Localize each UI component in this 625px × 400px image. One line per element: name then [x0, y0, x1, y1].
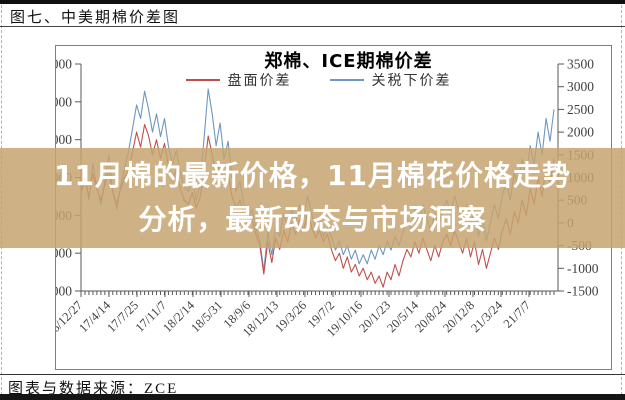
- bottom-divider-bar: [0, 394, 625, 400]
- headline-line-1: 11月棉的最新价格，11月棉花价格走势: [54, 159, 571, 192]
- axis-tick-label: 16/12/27: [56, 298, 85, 339]
- axis-tick-label: 2500: [567, 102, 594, 117]
- legend-entry-tariff-spread: 关税下价差: [329, 70, 452, 90]
- chart-title: 郑棉、ICE期棉价差: [264, 51, 433, 72]
- legend-label: 盘面价差: [227, 74, 292, 89]
- headline-line-2: 分析，最新动态与市场洞察: [138, 203, 487, 236]
- axis-tick-label: 3000: [567, 79, 594, 94]
- axis-tick-label: 3000: [56, 246, 72, 261]
- figure-caption: 图七、中美期棉价差图: [10, 10, 181, 26]
- axis-tick-label: -1000: [567, 261, 599, 276]
- top-divider-bar: [0, 0, 625, 4]
- axis-tick-label: 2000: [56, 284, 72, 299]
- axis-tick-label: 19/3/26: [272, 298, 309, 335]
- data-source-note: 图表与数据来源：ZCE: [8, 381, 179, 397]
- axis-tick-label: 21/7/7: [501, 298, 533, 330]
- axis-tick-label: 18/5/31: [188, 298, 225, 335]
- axis-tick-label: 3500: [567, 57, 594, 72]
- headline-overlay: 11月棉的最新价格，11月棉花价格走势 分析，最新动态与市场洞察: [0, 148, 625, 248]
- axis-tick-label: 8000: [56, 57, 72, 72]
- legend-label: 关税下价差: [371, 74, 452, 89]
- caption-rule: [0, 26, 625, 27]
- source-rule: [0, 374, 625, 375]
- axis-tick-label: 17/7/25: [104, 298, 141, 335]
- axis-tick-label: 7000: [56, 94, 72, 109]
- axis-tick-label: 6000: [56, 132, 72, 147]
- blue-line-swatch-icon: [329, 79, 364, 81]
- red-line-swatch-icon: [185, 79, 220, 81]
- axis-tick-label: -1500: [567, 284, 599, 299]
- axis-tick-label: 2000: [567, 125, 594, 140]
- legend-entry-panel-spread: 盘面价差: [185, 70, 292, 90]
- chart-legend: 盘面价差 关税下价差: [41, 70, 596, 90]
- axis-tick-label: 21/3/24: [468, 298, 505, 335]
